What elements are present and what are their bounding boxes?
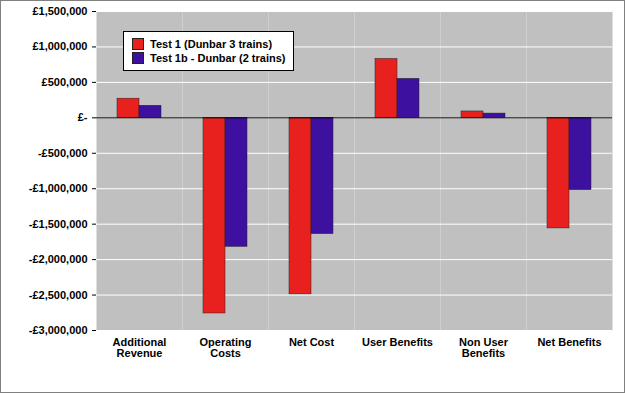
svg-text:-£2,000,000: -£2,000,000: [29, 253, 88, 265]
svg-text:£-: £-: [78, 111, 88, 123]
svg-text:Net Cost: Net Cost: [289, 336, 335, 348]
svg-text:AdditionalRevenue: AdditionalRevenue: [113, 336, 167, 359]
svg-text:-£2,500,000: -£2,500,000: [29, 289, 88, 301]
svg-text:£1,500,000: £1,500,000: [32, 5, 87, 17]
svg-text:-£3,000,000: -£3,000,000: [29, 324, 88, 336]
svg-text:Non UserBenefits: Non UserBenefits: [459, 336, 509, 359]
html-text:Test 1 (Dunbar 3 trains): Test 1 (Dunbar 3 trains): [150, 38, 272, 50]
svg-text:£500,000: £500,000: [42, 76, 88, 88]
svg-text:£1,000,000: £1,000,000: [32, 40, 87, 52]
svg-text:Net Benefits: Net Benefits: [537, 336, 601, 348]
svg-text:User Benefits: User Benefits: [362, 336, 433, 348]
svg-text:-£500,000: -£500,000: [38, 147, 88, 159]
svg-text:OperatingCosts: OperatingCosts: [200, 336, 252, 359]
svg-text:-£1,000,000: -£1,000,000: [29, 182, 88, 194]
svg-text:-£1,500,000: -£1,500,000: [29, 218, 88, 230]
html-text:Test 1b - Dunbar (2 trains): Test 1b - Dunbar (2 trains): [150, 52, 286, 64]
